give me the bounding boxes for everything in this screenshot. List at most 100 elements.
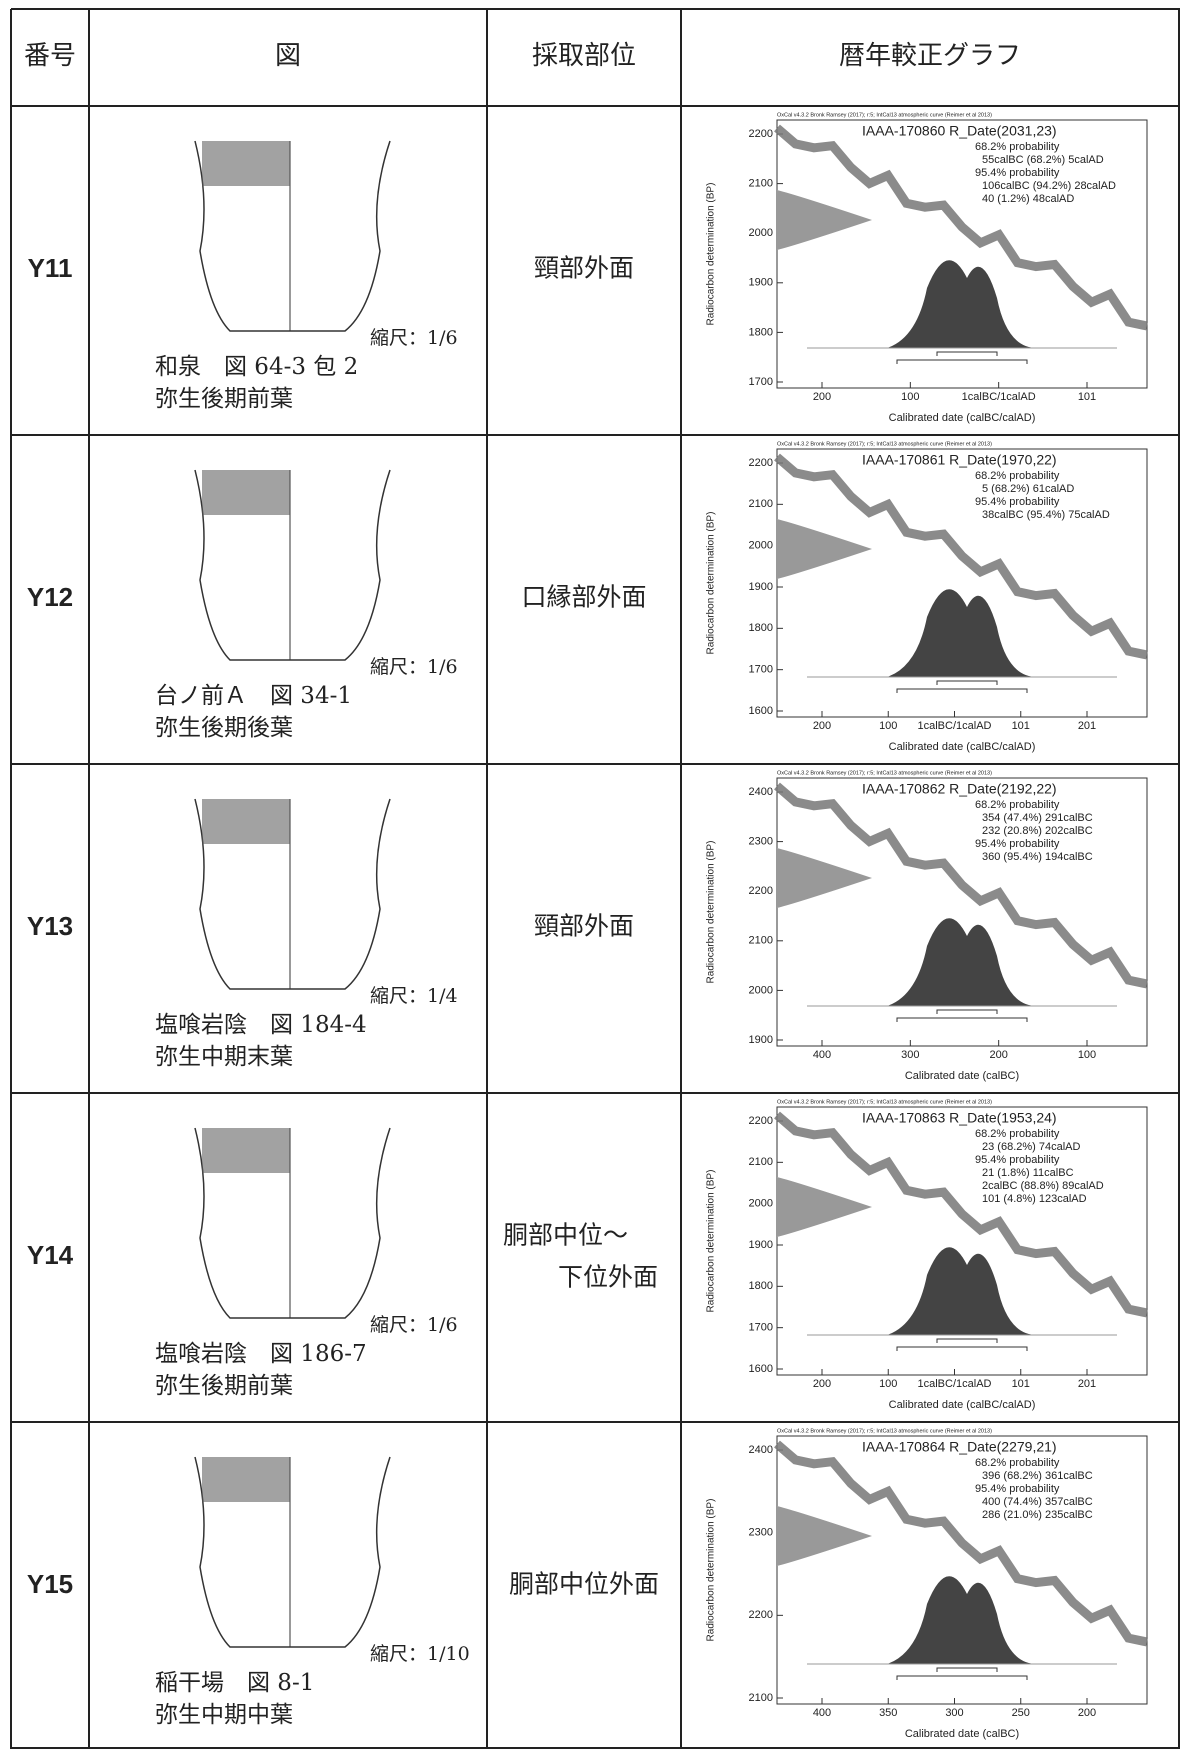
plot-frame [776,777,1148,1047]
range-brackets [896,1338,1028,1351]
probability-line: 68.2% probability [975,470,1060,482]
y-tick-label: 2000 [749,227,773,239]
range-brackets [896,1667,1028,1680]
x-tick-label: 300 [945,1707,963,1719]
y-tick-label: 1900 [749,1239,773,1251]
y-axis-label: Radiocarbon determination (BP) [706,841,717,984]
probability-line: 95.4% probability [975,1483,1060,1495]
x-tick-label: 200 [813,1378,831,1390]
sampling-part: 胴部中位～ [503,1221,628,1250]
y-tick-label: 2000 [749,984,773,996]
probability-line: 95.4% probability [975,167,1060,179]
x-tick-label: 250 [1012,1707,1030,1719]
y-tick-label: 1700 [749,1322,773,1334]
calibration-curve [774,1440,1148,1647]
pot-drawing [194,469,391,661]
probability-line: 232 (20.8%) 202calBC [982,825,1093,837]
sampling-part: 胴部中位外面 [509,1570,659,1599]
probability-line: 360 (95.4%) 194calBC [982,851,1093,863]
caption: 和泉 図 64-3 包 2 [155,354,358,380]
y-tick-label: 2200 [749,1115,773,1127]
scale-label: 縮尺：1/6 [370,656,458,678]
y-tick-label: 2300 [749,1527,773,1539]
x-tick-label: 201 [1078,720,1096,732]
pot-pattern [202,1128,290,1173]
x-tick-label: 1calBC/1calAD [918,1378,992,1390]
y-tick-label: 1800 [749,326,773,338]
y-tick-label: 2400 [749,1444,773,1456]
x-axis-label: Calibrated date (calBC/calAD) [889,1399,1036,1411]
range-brackets [896,1009,1028,1022]
caption: 弥生後期後葉 [155,715,293,741]
x-tick-label: 100 [1078,1049,1096,1061]
y-tick-label: 2200 [749,1609,773,1621]
header-cell: 番号 [24,41,76,71]
scale-label: 縮尺：1/10 [370,1643,470,1665]
sample-id: Y11 [28,253,73,283]
y-tick-label: 2200 [749,457,773,469]
probability-line: 68.2% probability [975,1128,1060,1140]
probability-line: 95.4% probability [975,1154,1060,1166]
sample-id: Y13 [27,911,73,941]
pot-drawing [194,798,391,990]
header-cell: 図 [275,41,301,71]
range-brackets [896,680,1028,693]
probability-line: 95.4% probability [975,838,1060,850]
probability-line: 38calBC (95.4%) 75calAD [982,509,1110,521]
sampling-part: 口縁部外面 [521,583,646,612]
x-tick-label: 200 [1078,1707,1096,1719]
radiocarbon-distribution [777,519,872,579]
graph-header: OxCal v4.3.2 Bronk Ramsey (2017); r:5; I… [777,441,992,447]
x-tick-label: 101 [1078,391,1096,403]
graph-header: OxCal v4.3.2 Bronk Ramsey (2017); r:5; I… [777,770,992,776]
pot-drawing [194,1127,391,1319]
y-axis-label: Radiocarbon determination (BP) [706,1499,717,1642]
plot-frame [776,1435,1148,1705]
pot-pattern [202,1457,290,1502]
x-tick-label: 100 [879,720,897,732]
y-tick-label: 2400 [749,786,773,798]
x-tick-label: 100 [901,391,919,403]
posterior-distribution [887,1247,1037,1335]
probability-line: 354 (47.4%) 291calBC [982,812,1093,824]
range-brackets [896,351,1028,364]
caption: 弥生後期前葉 [155,1373,293,1399]
x-tick-label: 350 [879,1707,897,1719]
y-tick-label: 2100 [749,498,773,510]
x-axis-label: Calibrated date (calBC/calAD) [889,412,1036,424]
x-tick-label: 101 [1012,720,1030,732]
y-tick-label: 2100 [749,935,773,947]
sampling-part: 頸部外面 [534,912,634,941]
radiocarbon-distribution [777,1177,872,1237]
y-tick-label: 1800 [749,622,773,634]
probability-line: 106calBC (94.2%) 28calAD [982,180,1116,192]
x-tick-label: 1calBC/1calAD [962,391,1036,403]
y-tick-label: 2100 [749,1156,773,1168]
y-axis-label: Radiocarbon determination (BP) [706,1170,717,1313]
pot-drawing [194,140,391,332]
header-cell: 採取部位 [532,41,636,71]
probability-line: 21 (1.8%) 11calBC [982,1167,1074,1179]
calibration-curve [774,453,1148,660]
probability-line: 68.2% probability [975,799,1060,811]
posterior-distribution [887,260,1037,348]
caption: 弥生後期前葉 [155,386,293,412]
posterior-distribution [887,589,1037,677]
y-tick-label: 1700 [749,664,773,676]
radiocarbon-distribution [777,848,872,908]
calibration-curve [774,1111,1148,1318]
y-axis-label: Radiocarbon determination (BP) [706,512,717,655]
caption: 稲干場 図 8-1 [155,1670,314,1696]
probability-line: 55calBC (68.2%) 5calAD [982,154,1104,166]
y-tick-label: 1800 [749,1280,773,1292]
graph-header: OxCal v4.3.2 Bronk Ramsey (2017); r:5; I… [777,112,992,118]
y-tick-label: 1900 [749,581,773,593]
y-tick-label: 2200 [749,128,773,140]
caption: 塩喰岩陰 図 184-4 [155,1012,367,1038]
x-tick-label: 101 [1012,1378,1030,1390]
probability-line: 5 (68.2%) 61calAD [982,483,1074,495]
caption: 弥生中期末葉 [155,1044,293,1070]
graph-title: IAAA-170864 R_Date(2279,21) [862,1439,1057,1455]
probability-line: 400 (74.4%) 357calBC [982,1496,1093,1508]
